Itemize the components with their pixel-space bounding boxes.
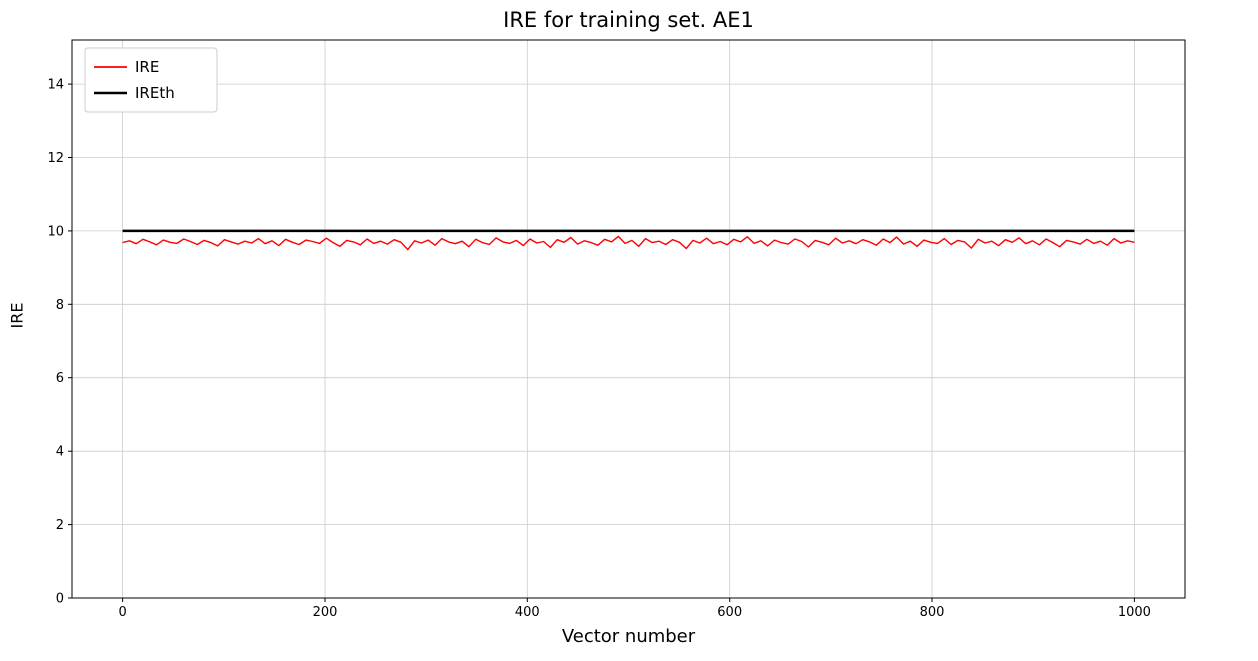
legend-box — [84, 47, 218, 113]
y-tick-label: 4 — [56, 445, 64, 460]
series-IRE — [122, 235, 1135, 251]
x-tick-label: 600 — [717, 605, 742, 620]
x-axis-label: Vector number — [561, 626, 696, 647]
x-tick-label: 1000 — [1118, 605, 1151, 620]
x-tick-label: 400 — [515, 605, 540, 620]
x-tick-label: 800 — [920, 605, 945, 620]
y-tick-label: 8 — [56, 298, 64, 313]
plot-border — [71, 39, 1186, 599]
x-tick-label: 200 — [313, 605, 338, 620]
y-tick-label: 0 — [56, 592, 64, 607]
y-tick-label: 6 — [56, 371, 64, 386]
legend-label: IREth — [135, 84, 175, 102]
y-tick-label: 14 — [47, 78, 64, 93]
legend-label: IRE — [135, 58, 159, 76]
x-tick-label: 0 — [118, 605, 126, 620]
chart-title: IRE for training set. AE1 — [503, 8, 754, 32]
y-tick-label: 12 — [47, 151, 64, 166]
y-tick-label: 2 — [56, 518, 64, 533]
y-tick-label: 10 — [47, 224, 64, 239]
